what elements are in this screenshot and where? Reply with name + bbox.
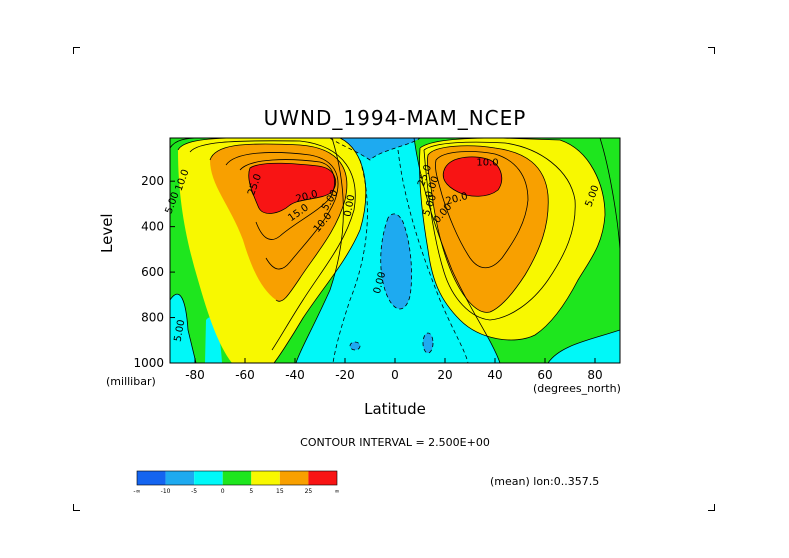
colorbar-frame bbox=[136, 470, 338, 486]
x-tick-label: -60 bbox=[235, 368, 255, 382]
contour-lines bbox=[170, 138, 620, 363]
x-tick-label: 0 bbox=[391, 368, 399, 382]
crop-mark-top-left bbox=[73, 47, 80, 54]
colorbar-tick-label: 15 bbox=[276, 488, 284, 495]
y-axis-label: Level bbox=[98, 213, 116, 253]
y-axis-unit: (millibar) bbox=[106, 375, 156, 388]
colorbar-swatch bbox=[194, 471, 223, 485]
fill-neg5-0-w bbox=[205, 317, 222, 363]
colorbar-tick-label: 25 bbox=[305, 488, 313, 495]
colorbar-tick-label: 0 bbox=[221, 488, 225, 495]
y-tick-label: 600 bbox=[141, 265, 164, 279]
x-tick-label: 40 bbox=[487, 368, 502, 382]
mean-subtitle: (mean) lon:0..357.5 bbox=[490, 475, 600, 488]
colorbar: -∞ -10 -5 0 5 15 25 ∞ bbox=[133, 470, 340, 495]
fill-neg10-neg5-small2 bbox=[350, 342, 360, 350]
fill-25-up-south bbox=[248, 163, 336, 214]
colorbar-tick-label: -5 bbox=[191, 488, 197, 495]
x-axis-unit: (degrees_north) bbox=[533, 382, 621, 395]
fill-neg5-0-sw bbox=[170, 294, 196, 363]
colorbar-tick-label: -10 bbox=[161, 488, 171, 495]
contour-label: 10.0 bbox=[476, 157, 498, 168]
y-tick-label: 200 bbox=[141, 174, 164, 188]
colorbar-swatch bbox=[251, 471, 280, 485]
contour-label: 0.00 bbox=[343, 194, 358, 218]
y-tick-label: 400 bbox=[141, 220, 164, 234]
x-tick-label: 60 bbox=[537, 368, 552, 382]
chart-title: UWND_1994-MAM_NCEP bbox=[263, 106, 527, 130]
x-tick-label: 20 bbox=[437, 368, 452, 382]
contour-interval: CONTOUR INTERVAL = 2.500E+00 bbox=[300, 436, 490, 449]
fill-neg10-neg5-small bbox=[423, 333, 433, 353]
crop-mark-top-right bbox=[708, 47, 715, 54]
colorbar-swatch bbox=[308, 471, 337, 485]
colorbar-tick-label: 5 bbox=[249, 488, 253, 495]
colorbar-swatch bbox=[137, 471, 166, 485]
fill-neg5-0-se bbox=[548, 330, 620, 363]
colorbar-swatch bbox=[222, 471, 252, 485]
y-axis: 200 400 600 800 1000 bbox=[133, 174, 175, 370]
y-tick-label: 800 bbox=[141, 311, 164, 325]
fill-neg10-neg5 bbox=[380, 213, 412, 309]
colorbar-tick-label: -∞ bbox=[133, 488, 140, 495]
x-tick-label: -80 bbox=[185, 368, 205, 382]
contour-fills bbox=[170, 138, 620, 363]
x-tick-label: -20 bbox=[335, 368, 355, 382]
colorbar-swatch bbox=[165, 471, 195, 485]
fill-neg10-neg5-top bbox=[330, 138, 420, 160]
y-tick-label: 1000 bbox=[133, 356, 164, 370]
fill-25-up-north bbox=[443, 156, 502, 197]
x-axis-label: Latitude bbox=[364, 400, 426, 418]
contour-lines-dashed bbox=[329, 138, 469, 363]
crop-mark-bottom-right bbox=[708, 504, 715, 511]
crop-mark-bottom-left bbox=[73, 504, 80, 511]
x-axis: -80 -60 -40 -20 0 20 40 60 80 bbox=[185, 358, 603, 382]
colorbar-tick-label: ∞ bbox=[335, 488, 340, 495]
contour-label: 5.00 bbox=[173, 319, 188, 343]
x-tick-label: -40 bbox=[285, 368, 305, 382]
x-tick-label: 80 bbox=[587, 368, 602, 382]
colorbar-swatch bbox=[279, 471, 309, 485]
